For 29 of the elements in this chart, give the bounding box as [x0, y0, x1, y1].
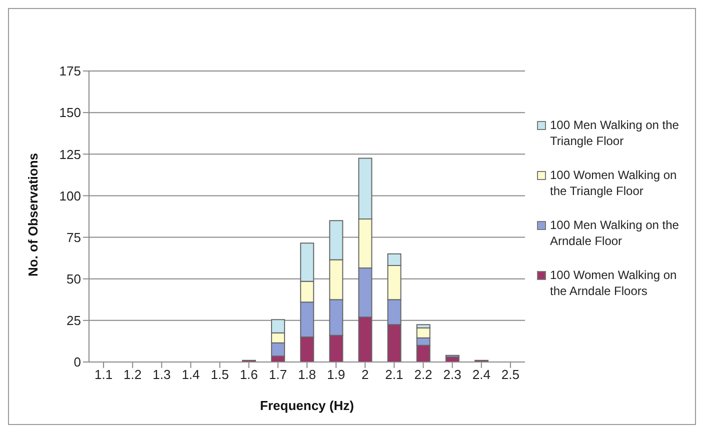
legend-label: 100 Women Walking on the Arndale Floors [550, 266, 678, 298]
x-axis-title: Frequency (Hz) [260, 398, 354, 413]
x-tick-label: 1.5 [210, 367, 229, 382]
y-tick-label: 25 [66, 313, 81, 328]
x-tick-label: 2 [362, 367, 369, 382]
y-tick-label: 125 [59, 146, 81, 162]
x-tick-label: 1.6 [240, 367, 258, 382]
y-tick-label: 50 [66, 271, 81, 286]
x-tick-label: 2.4 [472, 367, 490, 382]
y-tick-label: 150 [59, 105, 81, 120]
x-tick-label: 1.3 [152, 367, 171, 382]
legend-label: 100 Men Walking on the Arndale Floor [550, 216, 680, 248]
x-tick-label: 2.2 [414, 367, 432, 382]
x-tick-label: 2.1 [385, 367, 404, 382]
x-tick-label: 1.9 [327, 367, 346, 382]
x-tick-label: 1.4 [182, 367, 200, 382]
x-tick-label: 1.8 [298, 367, 316, 382]
y-tick-label: 175 [59, 64, 81, 79]
y-tick-label: 75 [66, 230, 81, 245]
legend-label: 100 Women Walking on the Triangle Floor [550, 166, 678, 198]
x-tick-label: 1.7 [268, 367, 287, 382]
x-tick-label: 1.2 [124, 367, 142, 382]
y-tick-label: 100 [59, 188, 81, 204]
legend-label: 100 Men Walking on the Triangle Floor [550, 116, 680, 148]
y-tick-label: 0 [74, 354, 81, 370]
x-tick-label: 2.3 [443, 367, 462, 382]
x-tick-label: 1.1 [94, 367, 113, 382]
y-axis-title: No. of Observations [26, 152, 41, 276]
x-tick-label: 2.5 [501, 367, 520, 382]
